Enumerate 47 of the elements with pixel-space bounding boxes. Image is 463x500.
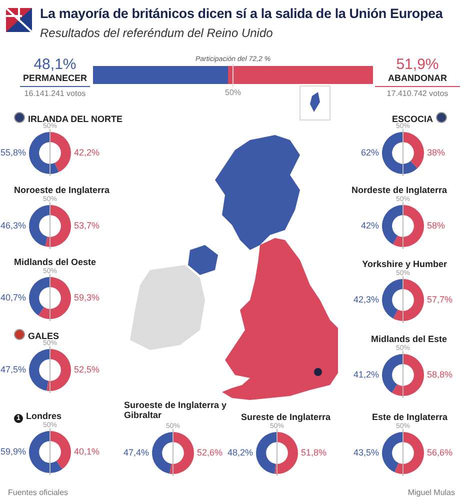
chart-title: Este de Inglaterra [372, 412, 448, 422]
data-label: 52,5% [74, 364, 100, 374]
data-label: 52,6% [197, 447, 223, 458]
data-label: 53,7% [74, 220, 100, 230]
data-label: 51,9% [395, 56, 440, 73]
data-label: 38% [427, 147, 446, 158]
chart-title: Sureste de Inglaterra [241, 412, 331, 422]
data-label: 57,7% [427, 294, 453, 304]
data-label: 58% [427, 220, 446, 230]
source-note: Fuentes oficiales [8, 488, 68, 497]
data-label: 58,8% [427, 369, 453, 380]
data-label: 59,3% [74, 292, 100, 302]
data-label: 46,3% [0, 220, 26, 230]
data-label: 43,5% [353, 447, 379, 458]
chart-title: Nordeste de Inglaterra [351, 185, 447, 195]
data-label: 47,5% [0, 364, 26, 374]
data-label: 42,2% [74, 147, 100, 158]
data-label: 42,3% [353, 294, 379, 304]
text: Miguel Mulas [408, 488, 455, 497]
data-label: 51,8% [301, 447, 327, 458]
chart-title: Noroeste de Inglaterra [14, 185, 110, 195]
data-label: 40,7% [0, 292, 26, 302]
data-label: 47,4% [123, 447, 149, 458]
chart-title: Midlands del Oeste [14, 257, 96, 267]
data-label: 42% [360, 220, 379, 230]
chart-title: La mayoría de británicos dicen sí a la salida de la Unión Europea [40, 6, 443, 21]
chart-subtitle: Resultados del referéndum del Reino Unido [40, 26, 273, 40]
text: 16.141.241 votos [23, 89, 87, 98]
data-label: 48,2% [227, 447, 253, 458]
chart-title: ESCOCIA [392, 114, 433, 124]
chart-title: Suroeste de Inglaterra y Gibraltar [124, 400, 227, 420]
ref-line-label: 50% [224, 88, 242, 97]
chart-title: IRLANDA DEL NORTE [28, 114, 122, 124]
data-label: 59,9% [0, 446, 26, 456]
chart-title: Midlands del Este [370, 334, 447, 344]
series-label: PERMANECER [20, 73, 90, 87]
text: 17.410.742 votos [386, 89, 450, 98]
data-label: 55,8% [0, 147, 26, 158]
data-label: 56,6% [427, 447, 453, 458]
chart-title: Yorkshire y Humber [362, 259, 447, 269]
data-label: 41,2% [353, 369, 379, 380]
series-label: ABANDONAR [375, 73, 460, 87]
chart-title: Londres [26, 411, 62, 421]
data-label: 62% [360, 147, 379, 158]
data-label: 48,1% [32, 56, 78, 73]
data-label: 40,1% [74, 446, 100, 456]
chart-title: GALES [28, 331, 60, 341]
